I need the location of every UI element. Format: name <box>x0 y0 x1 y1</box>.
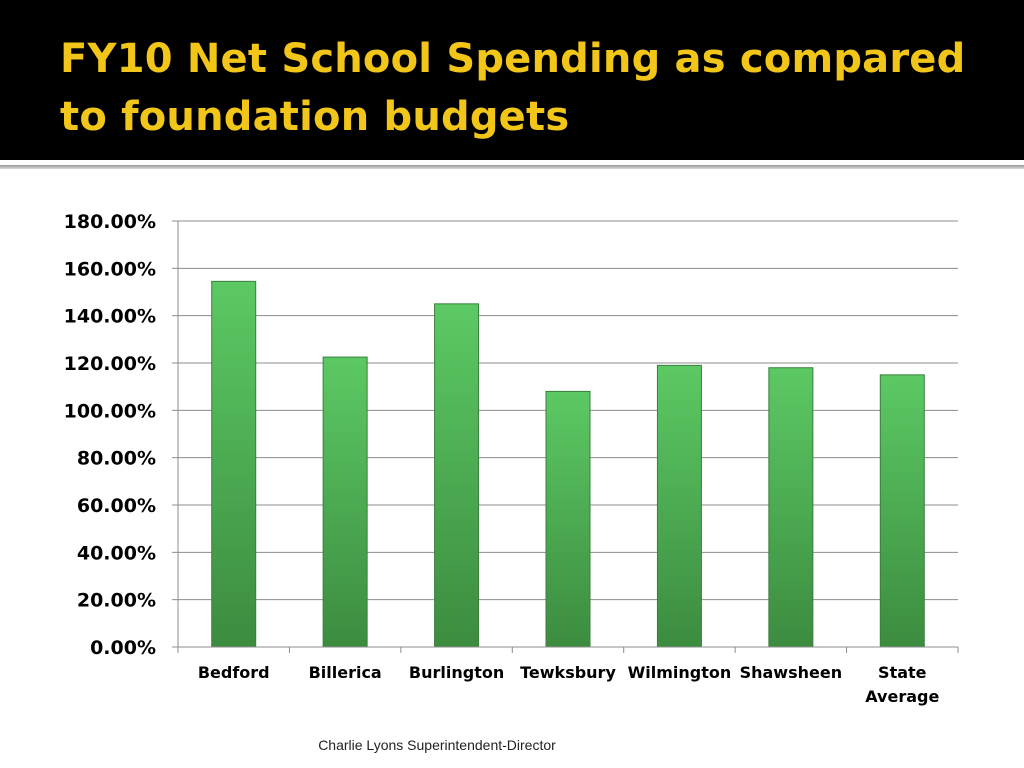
y-tick-label: 100.00% <box>64 400 156 422</box>
x-category-label: Bedford <box>198 663 270 682</box>
title-bar: FY10 Net School Spending as compared to … <box>0 0 1024 160</box>
bar-wilmington <box>656 364 702 648</box>
y-tick-label: 0.00% <box>90 637 156 659</box>
bar-chart: 0.00% 20.00% 40.00% 60.00% 80.00% 100.00% 120.… <box>64 211 959 706</box>
header-divider-gray <box>0 165 1024 169</box>
y-tick-label: 20.00% <box>77 590 156 612</box>
labels: 0.00% 20.00% 40.00% 60.00% 80.00% 100.00% 120.… <box>64 211 940 706</box>
y-tick-label: 140.00% <box>64 306 156 328</box>
x-category-label: State Average <box>865 663 939 706</box>
slide-title: FY10 Net School Spending as compared to … <box>60 36 966 140</box>
footer-credit: Charlie Lyons Superintendent-Director <box>318 737 556 753</box>
y-tick-label: 40.00% <box>77 542 156 564</box>
x-category-label: Shawsheen <box>740 663 843 682</box>
y-tick-label: 80.00% <box>77 448 156 470</box>
y-tick-label: 180.00% <box>64 211 156 233</box>
bar-billerica <box>322 356 368 648</box>
gridlines <box>178 220 958 601</box>
y-tick-label: 160.00% <box>64 258 156 280</box>
x-category-label: Burlington <box>409 663 504 682</box>
header-divider-light <box>0 160 1024 165</box>
y-tick-label: 120.00% <box>64 353 156 375</box>
axes <box>172 220 959 653</box>
bar-state-average <box>879 374 925 648</box>
y-tick-label: 60.00% <box>77 495 156 517</box>
bar-tewksbury <box>545 390 591 648</box>
bar-bedford <box>211 280 257 648</box>
x-category-label: Wilmington <box>628 663 732 682</box>
bar-shawsheen <box>768 367 814 648</box>
bar-burlington <box>434 303 480 648</box>
bars <box>211 280 925 648</box>
x-category-label: Tewksbury <box>520 663 616 682</box>
x-category-label: Billerica <box>309 663 382 682</box>
